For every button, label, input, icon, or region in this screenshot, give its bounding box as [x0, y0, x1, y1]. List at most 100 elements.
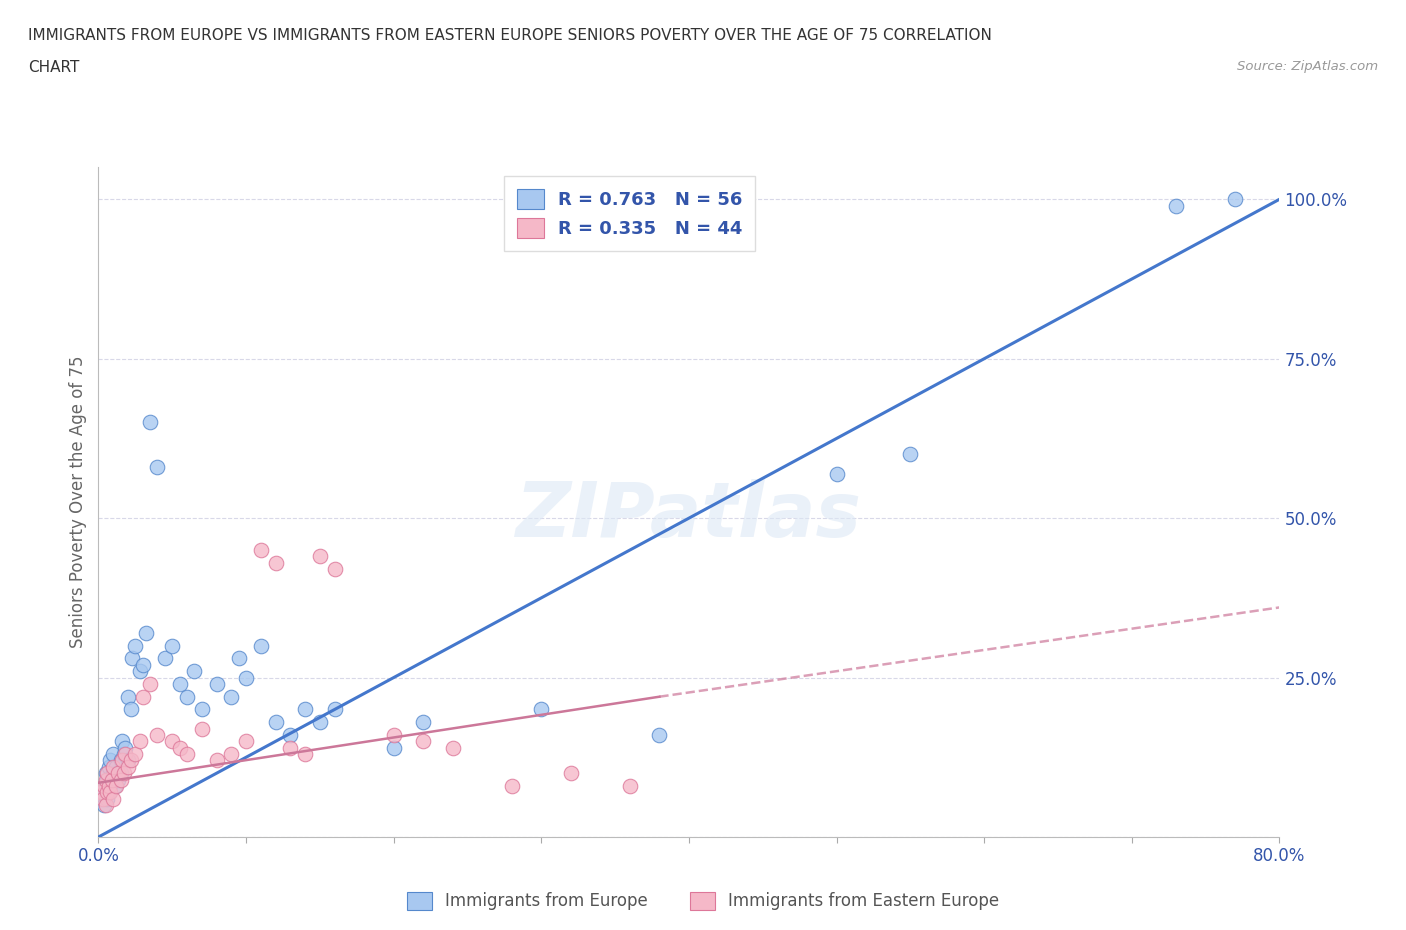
Point — [128, 734, 150, 749]
Point — [94, 778, 117, 793]
Point — [169, 676, 191, 691]
Point — [107, 765, 129, 780]
Point — [94, 765, 117, 780]
Point — [264, 715, 287, 730]
Point — [139, 676, 162, 691]
Point — [105, 760, 128, 775]
Point — [278, 727, 302, 742]
Point — [105, 778, 128, 793]
Point — [117, 689, 139, 704]
Point — [120, 702, 142, 717]
Point — [93, 778, 115, 793]
Point — [111, 753, 134, 768]
Point — [97, 778, 120, 793]
Point — [169, 740, 191, 755]
Point — [112, 747, 135, 762]
Point — [294, 702, 316, 717]
Point — [90, 785, 112, 800]
Point — [530, 702, 553, 717]
Point — [648, 727, 671, 742]
Point — [96, 772, 118, 787]
Point — [176, 689, 198, 704]
Point — [104, 778, 127, 793]
Point — [382, 740, 405, 755]
Point — [111, 734, 134, 749]
Point — [250, 542, 273, 557]
Point — [110, 753, 132, 768]
Point — [219, 747, 242, 762]
Point — [205, 676, 228, 691]
Point — [124, 638, 146, 653]
Point — [825, 466, 848, 481]
Point — [560, 765, 582, 780]
Point — [97, 760, 120, 775]
Point — [103, 791, 125, 806]
Point — [162, 638, 183, 653]
Point — [382, 727, 405, 742]
Point — [146, 727, 169, 742]
Point — [146, 459, 169, 474]
Point — [128, 664, 150, 679]
Point — [114, 747, 136, 762]
Text: ZIPatlas: ZIPatlas — [516, 479, 862, 552]
Point — [110, 772, 132, 787]
Point — [619, 778, 641, 793]
Point — [191, 721, 214, 736]
Text: Source: ZipAtlas.com: Source: ZipAtlas.com — [1237, 60, 1378, 73]
Point — [250, 638, 273, 653]
Point — [501, 778, 523, 793]
Text: IMMIGRANTS FROM EUROPE VS IMMIGRANTS FROM EASTERN EUROPE SENIORS POVERTY OVER TH: IMMIGRANTS FROM EUROPE VS IMMIGRANTS FRO… — [28, 28, 993, 43]
Point — [94, 772, 117, 787]
Point — [309, 549, 332, 564]
Point — [117, 753, 139, 768]
Point — [191, 702, 214, 717]
Y-axis label: Seniors Poverty Over the Age of 75: Seniors Poverty Over the Age of 75 — [69, 356, 87, 648]
Point — [132, 689, 155, 704]
Point — [103, 760, 125, 775]
Point — [121, 651, 143, 666]
Point — [176, 747, 198, 762]
Legend: R = 0.763   N = 56, R = 0.335   N = 44: R = 0.763 N = 56, R = 0.335 N = 44 — [505, 177, 755, 250]
Point — [114, 740, 136, 755]
Point — [90, 791, 112, 806]
Point — [110, 765, 132, 780]
Point — [103, 747, 125, 762]
Point — [183, 664, 205, 679]
Point — [117, 760, 139, 775]
Point — [294, 747, 316, 762]
Point — [96, 765, 118, 780]
Legend: Immigrants from Europe, Immigrants from Eastern Europe: Immigrants from Europe, Immigrants from … — [401, 885, 1005, 917]
Point — [100, 772, 122, 787]
Point — [235, 734, 257, 749]
Point — [441, 740, 464, 755]
Point — [124, 747, 146, 762]
Point — [264, 555, 287, 570]
Point — [103, 765, 125, 780]
Point — [278, 740, 302, 755]
Point — [139, 415, 162, 430]
Point — [98, 778, 121, 793]
Point — [1164, 198, 1187, 213]
Point — [235, 671, 257, 685]
Point — [205, 753, 228, 768]
Point — [412, 734, 434, 749]
Point — [98, 753, 121, 768]
Point — [96, 785, 118, 800]
Point — [91, 791, 114, 806]
Point — [323, 562, 346, 577]
Point — [132, 658, 155, 672]
Point — [107, 772, 129, 787]
Point — [228, 651, 250, 666]
Point — [112, 765, 135, 780]
Point — [412, 715, 434, 730]
Point — [162, 734, 183, 749]
Point — [91, 785, 114, 800]
Point — [135, 626, 157, 641]
Point — [1223, 192, 1246, 206]
Point — [100, 772, 122, 787]
Point — [94, 798, 117, 813]
Point — [96, 791, 118, 806]
Point — [120, 753, 142, 768]
Point — [153, 651, 176, 666]
Point — [900, 447, 922, 462]
